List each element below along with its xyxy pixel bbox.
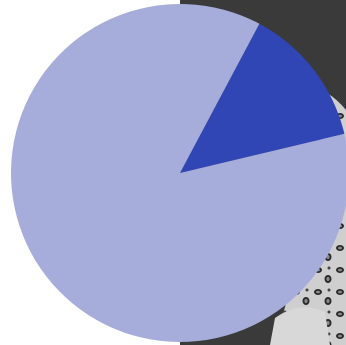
pie-slices (11, 4, 346, 342)
pie-slice-2 (11, 4, 346, 342)
pie-slice-1 (180, 23, 345, 174)
photo-hand-area (270, 307, 330, 345)
